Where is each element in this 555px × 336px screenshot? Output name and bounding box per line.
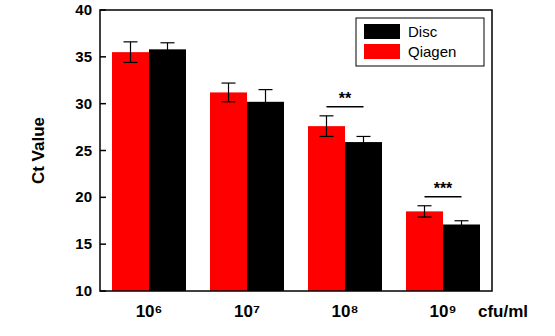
y-tick-label: 35 (75, 48, 92, 65)
error-cap (357, 147, 371, 148)
error-bar (259, 90, 273, 114)
error-cap (259, 89, 273, 90)
error-cap (161, 42, 175, 43)
legend-swatch (364, 24, 400, 39)
bar (443, 224, 480, 291)
error-cap (222, 82, 236, 83)
x-tick-label: 10⁹ (430, 302, 457, 321)
legend-label: Qiagen (408, 43, 456, 60)
plot-marks (112, 42, 480, 291)
chart-svg: 10 15 20 25 30 35 40 10⁶ 10⁷ 10⁸ 10⁹ cfu/ml Ct Value… (0, 0, 555, 336)
significance-label: ** (339, 90, 352, 107)
y-tick (100, 9, 106, 11)
error-cap (259, 113, 273, 114)
y-tick (100, 56, 106, 58)
y-tick (100, 243, 106, 245)
legend-label: Disc (408, 23, 438, 40)
error-cap (124, 62, 138, 63)
y-tick (100, 197, 106, 199)
y-tick (100, 150, 106, 152)
error-whisker (228, 83, 229, 102)
legend: Disc Qiagen (356, 18, 484, 66)
error-cap (357, 136, 371, 137)
y-tick-label: 40 (75, 1, 92, 18)
error-whisker (167, 43, 168, 56)
bar (406, 211, 443, 291)
error-cap (320, 136, 334, 137)
legend-swatch (364, 44, 400, 59)
error-whisker (461, 221, 462, 228)
y-tick-label: 20 (75, 188, 92, 205)
x-axis-label: cfu/ml (478, 302, 528, 321)
y-axis-label: Ct Value (29, 117, 48, 184)
error-cap (418, 216, 432, 217)
error-whisker (363, 136, 364, 147)
error-whisker (130, 42, 131, 63)
y-tick-label: 10 (75, 282, 92, 299)
bar (210, 92, 247, 291)
error-bar (161, 43, 175, 56)
bar (247, 102, 284, 291)
error-cap (320, 115, 334, 116)
error-bar (222, 83, 236, 102)
y-tick (100, 103, 106, 105)
error-bar (418, 206, 432, 217)
bar (308, 126, 345, 291)
bar (345, 142, 382, 291)
chart-container: 10 15 20 25 30 35 40 10⁶ 10⁷ 10⁸ 10⁹ cfu/ml Ct Value… (0, 0, 555, 336)
error-cap (418, 205, 432, 206)
bar (149, 49, 186, 291)
significance-label: *** (434, 180, 453, 197)
error-bar (320, 116, 334, 137)
error-cap (161, 55, 175, 56)
error-cap (455, 228, 469, 229)
error-whisker (265, 90, 266, 114)
x-tick-label: 10⁷ (234, 302, 260, 321)
x-tick-label: 10⁸ (332, 302, 359, 321)
error-bar (357, 136, 371, 147)
error-cap (222, 101, 236, 102)
plot-frame (100, 10, 492, 291)
legend-frame (356, 18, 484, 66)
bar (112, 52, 149, 291)
error-whisker (424, 206, 425, 217)
error-cap (124, 41, 138, 42)
y-tick (100, 290, 106, 292)
error-whisker (326, 116, 327, 137)
x-tick-label: 10⁶ (136, 302, 163, 321)
error-bar (455, 221, 469, 228)
error-bar (124, 42, 138, 63)
y-tick-label: 15 (75, 235, 92, 252)
y-tick-label: 30 (75, 95, 92, 112)
y-tick-label: 25 (75, 142, 92, 159)
error-cap (455, 220, 469, 221)
